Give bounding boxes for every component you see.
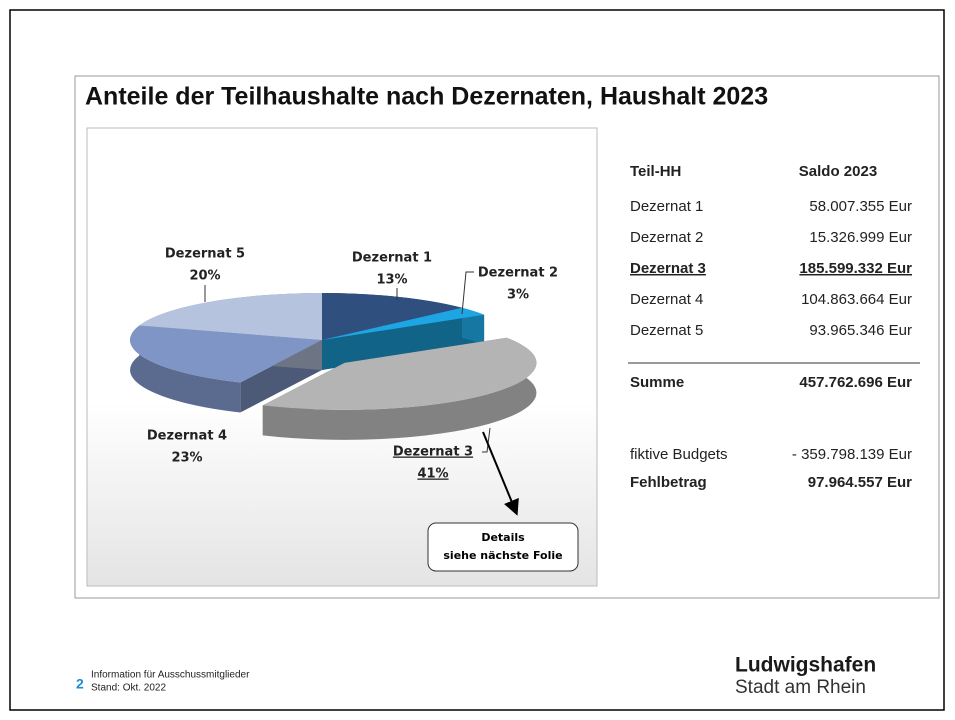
- footer-text: Information für Ausschussmitglieder: [91, 670, 250, 681]
- slide-frame: [9, 9, 945, 711]
- slice: [262, 337, 537, 410]
- table-row: 185.599.332 Eur: [799, 260, 912, 277]
- slice-value: 13%: [376, 273, 407, 288]
- annotation-box: [427, 522, 579, 572]
- slice-label: Dezernat 2: [478, 266, 558, 281]
- annotation: Details: [481, 531, 525, 544]
- table-row: 93.965.346 Eur: [809, 322, 912, 339]
- annotation: siehe nächste Folie: [443, 549, 562, 562]
- table-budget: - 359.798.139 Eur: [792, 446, 912, 463]
- logo-sub: Stadt am Rhein: [735, 677, 866, 698]
- table-row: Dezernat 2: [630, 229, 703, 246]
- slice-value: 3%: [507, 288, 529, 303]
- slice-side: [262, 337, 537, 440]
- slice-label: Dezernat 4: [147, 429, 227, 444]
- table-total: Summe: [630, 374, 684, 391]
- pie-tops: [130, 292, 537, 410]
- logo-name: Ludwigshafen: [735, 654, 876, 677]
- slide-title: Anteile der Teilhaushalte nach Dezernate…: [85, 83, 768, 111]
- slice-label: Dezernat 3: [393, 445, 473, 460]
- table: Teil-HH Saldo 2023 Dezernat 1 58.007.355 Eu…: [630, 163, 912, 491]
- table-row: 58.007.355 Eur: [809, 198, 912, 215]
- table-header: Saldo 2023: [799, 163, 877, 180]
- table-row: Dezernat 1: [630, 198, 703, 215]
- leader-line: [461, 271, 474, 315]
- slice: [322, 292, 462, 340]
- slice-label: Dezernat 5: [165, 247, 245, 262]
- table-deficit: Fehlbetrag: [630, 474, 707, 491]
- pie: [130, 292, 537, 440]
- table-row: 104.863.664 Eur: [801, 291, 912, 308]
- slice: [130, 325, 322, 383]
- page-number: 2: [76, 676, 84, 692]
- table-row: Dezernat 4: [630, 291, 703, 308]
- slice: [322, 307, 485, 340]
- table-row: 15.326.999 Eur: [809, 229, 912, 246]
- slice-value: 23%: [171, 451, 202, 466]
- slice-value: 41%: [417, 467, 448, 482]
- table-row: Dezernat 5: [630, 322, 703, 339]
- table-row: Dezernat 3: [630, 260, 706, 277]
- slice: [139, 293, 322, 340]
- slice-wall: [322, 314, 485, 370]
- table-deficit: 97.964.557 Eur: [808, 474, 912, 491]
- leader-line: [482, 427, 491, 453]
- table-total: 457.762.696 Eur: [799, 374, 912, 391]
- footer-text: Stand: Okt. 2022: [91, 683, 166, 694]
- table-header: Teil-HH: [630, 163, 681, 180]
- slice-value: 20%: [189, 269, 220, 284]
- table-budget: fiktive Budgets: [630, 446, 728, 463]
- slice-side: [130, 325, 241, 413]
- arrow: [482, 431, 519, 516]
- slice-label: Dezernat 1: [352, 251, 432, 266]
